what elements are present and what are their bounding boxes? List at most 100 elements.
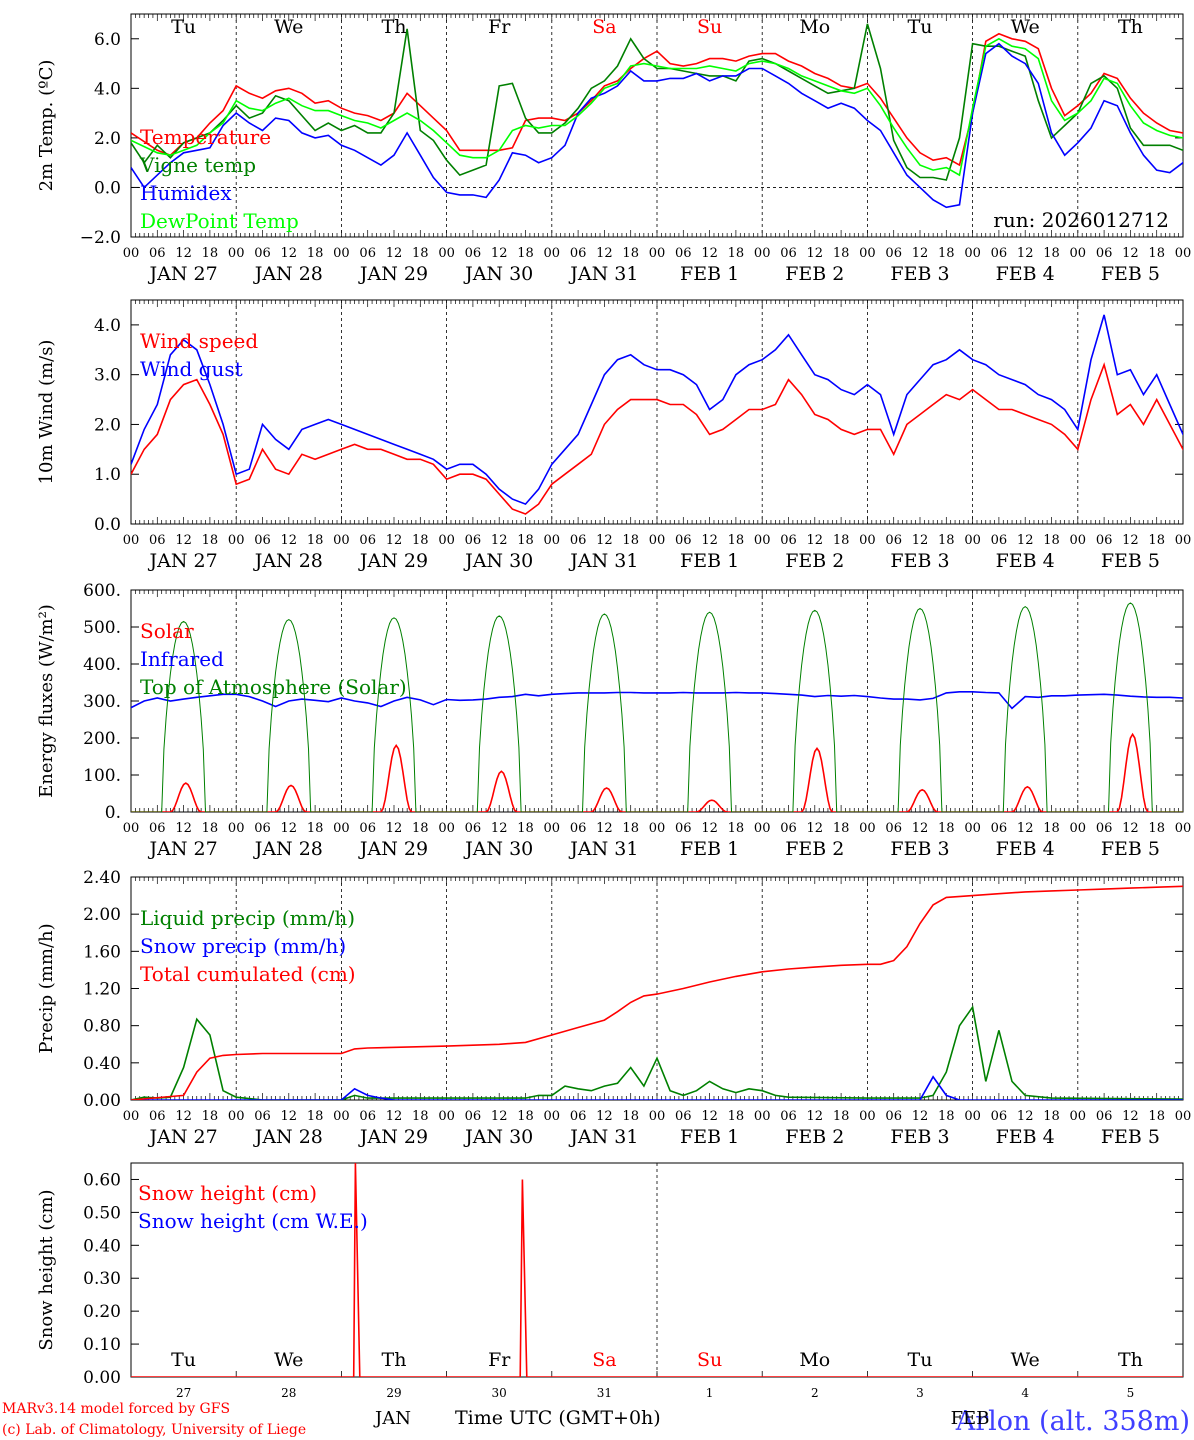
day-label: FEB 5	[1101, 263, 1160, 285]
legend-entry: Snow precip (mm/h)	[140, 934, 346, 958]
hour-tick-label: 18	[833, 533, 850, 548]
hour-tick-label: 12	[1122, 246, 1139, 261]
weekday-label: Sa	[592, 16, 616, 38]
y-tick-label: 0.	[105, 803, 121, 823]
hour-tick-label: 00	[754, 1109, 771, 1124]
series-line-infrared	[131, 691, 1183, 710]
hour-tick-label: 06	[885, 246, 902, 261]
series-line-dewpoint-temp	[131, 37, 1183, 177]
plot-frame	[130, 13, 1184, 238]
day-number-label: 3	[916, 1386, 924, 1400]
hour-tick-label: 06	[1096, 533, 1113, 548]
day-label: FEB 3	[890, 263, 949, 285]
day-label: FEB 1	[680, 550, 739, 572]
hour-tick-label: 18	[1148, 246, 1165, 261]
hour-tick-label: 00	[859, 246, 876, 261]
day-label: FEB 2	[785, 1126, 844, 1148]
hour-tick-label: 06	[885, 1109, 902, 1124]
day-label: FEB 2	[785, 263, 844, 285]
day-number-label: 28	[281, 1386, 296, 1400]
day-label: JAN 27	[148, 838, 218, 860]
hour-tick-label: 06	[570, 1109, 587, 1124]
hour-tick-label: 00	[649, 246, 666, 261]
day-label: JAN 31	[568, 263, 638, 285]
y-tick-label: −2.0	[80, 228, 121, 248]
hour-tick-label: 06	[254, 246, 271, 261]
weekday-label: Th	[382, 16, 407, 38]
data-layer	[131, 23, 1183, 1377]
hour-tick-label: 12	[701, 533, 718, 548]
hour-tick-label: 12	[912, 1109, 929, 1124]
day-label: JAN 29	[358, 550, 428, 572]
hour-tick-label: 06	[570, 533, 587, 548]
weekday-label: We	[274, 1349, 303, 1371]
hour-tick-label: 00	[964, 1109, 981, 1124]
hour-tick-label: 18	[1043, 246, 1060, 261]
hour-tick-label: 12	[175, 246, 192, 261]
hour-tick-label: 00	[754, 533, 771, 548]
hour-tick-label: 18	[938, 246, 955, 261]
legend-entry: Snow height (cm)	[138, 1181, 317, 1205]
hour-tick-label: 06	[254, 1109, 271, 1124]
hour-tick-label: 12	[386, 533, 403, 548]
hour-tick-label: 06	[149, 821, 166, 836]
day-label: FEB 4	[996, 838, 1055, 860]
hour-tick-label: 18	[728, 533, 745, 548]
hour-tick-label: 00	[228, 246, 245, 261]
hour-tick-label: 06	[570, 246, 587, 261]
series-group	[131, 314, 1183, 515]
credits-line-1: MARv3.14 model forced by GFS	[2, 1401, 230, 1417]
weekday-label: Th	[382, 1349, 407, 1371]
day-label: JAN 28	[253, 550, 323, 572]
hour-tick-label: 18	[202, 821, 219, 836]
day-label: JAN 30	[463, 838, 533, 860]
hour-tick-label: 12	[596, 1109, 613, 1124]
legend-entry: Top of Atmosphere (Solar)	[140, 675, 407, 699]
hour-tick-label: 18	[622, 821, 639, 836]
hour-tick-label: 18	[307, 821, 324, 836]
y-tick-label: 4.0	[94, 316, 121, 336]
weekday-label: Mo	[799, 16, 830, 38]
hour-tick-label: 18	[412, 246, 429, 261]
hour-tick-label: 18	[517, 1109, 534, 1124]
hour-tick-label: 18	[517, 246, 534, 261]
hour-tick-label: 12	[807, 821, 824, 836]
weekday-label: Th	[1118, 1349, 1143, 1371]
hour-tick-label: 06	[149, 1109, 166, 1124]
weekday-label: Su	[697, 16, 722, 38]
hour-tick-label: 06	[885, 533, 902, 548]
hour-tick-label: 00	[859, 821, 876, 836]
hour-tick-label: 00	[754, 246, 771, 261]
hour-tick-label: 18	[1043, 1109, 1060, 1124]
day-number-label: 29	[386, 1386, 401, 1400]
hour-tick-label: 00	[333, 533, 350, 548]
hour-tick-label: 12	[807, 246, 824, 261]
hour-tick-label: 00	[333, 246, 350, 261]
hour-tick-label: 18	[412, 1109, 429, 1124]
y-tick-label: 4.0	[94, 79, 121, 99]
hour-tick-label: 12	[807, 1109, 824, 1124]
day-number-label: 31	[597, 1386, 612, 1400]
hour-tick-label: 00	[228, 533, 245, 548]
hour-tick-label: 18	[202, 246, 219, 261]
series-line-liquid-precip-mm-h-	[131, 1005, 1183, 1100]
hour-tick-label: 00	[228, 821, 245, 836]
y-tick-label: 300.	[83, 692, 121, 712]
hour-tick-label: 12	[1122, 533, 1139, 548]
hour-tick-label: 12	[281, 246, 298, 261]
hour-tick-label: 12	[701, 1109, 718, 1124]
day-label: FEB 3	[890, 1126, 949, 1148]
hour-tick-label: 00	[964, 821, 981, 836]
day-label: JAN 29	[358, 1126, 428, 1148]
hour-tick-label: 06	[780, 821, 797, 836]
y-tick-label: 3.0	[94, 366, 121, 386]
legend-entry: Snow height (cm W.E.)	[138, 1209, 368, 1233]
hour-tick-label: 06	[991, 246, 1008, 261]
hour-tick-label: 06	[675, 1109, 692, 1124]
y-tick-label: 500.	[83, 618, 121, 638]
y-tick-label: 0.20	[83, 1302, 121, 1322]
day-label: JAN 30	[463, 1126, 533, 1148]
hour-tick-label: 12	[701, 246, 718, 261]
hour-tick-label: 12	[912, 533, 929, 548]
hour-tick-label: 06	[359, 246, 376, 261]
